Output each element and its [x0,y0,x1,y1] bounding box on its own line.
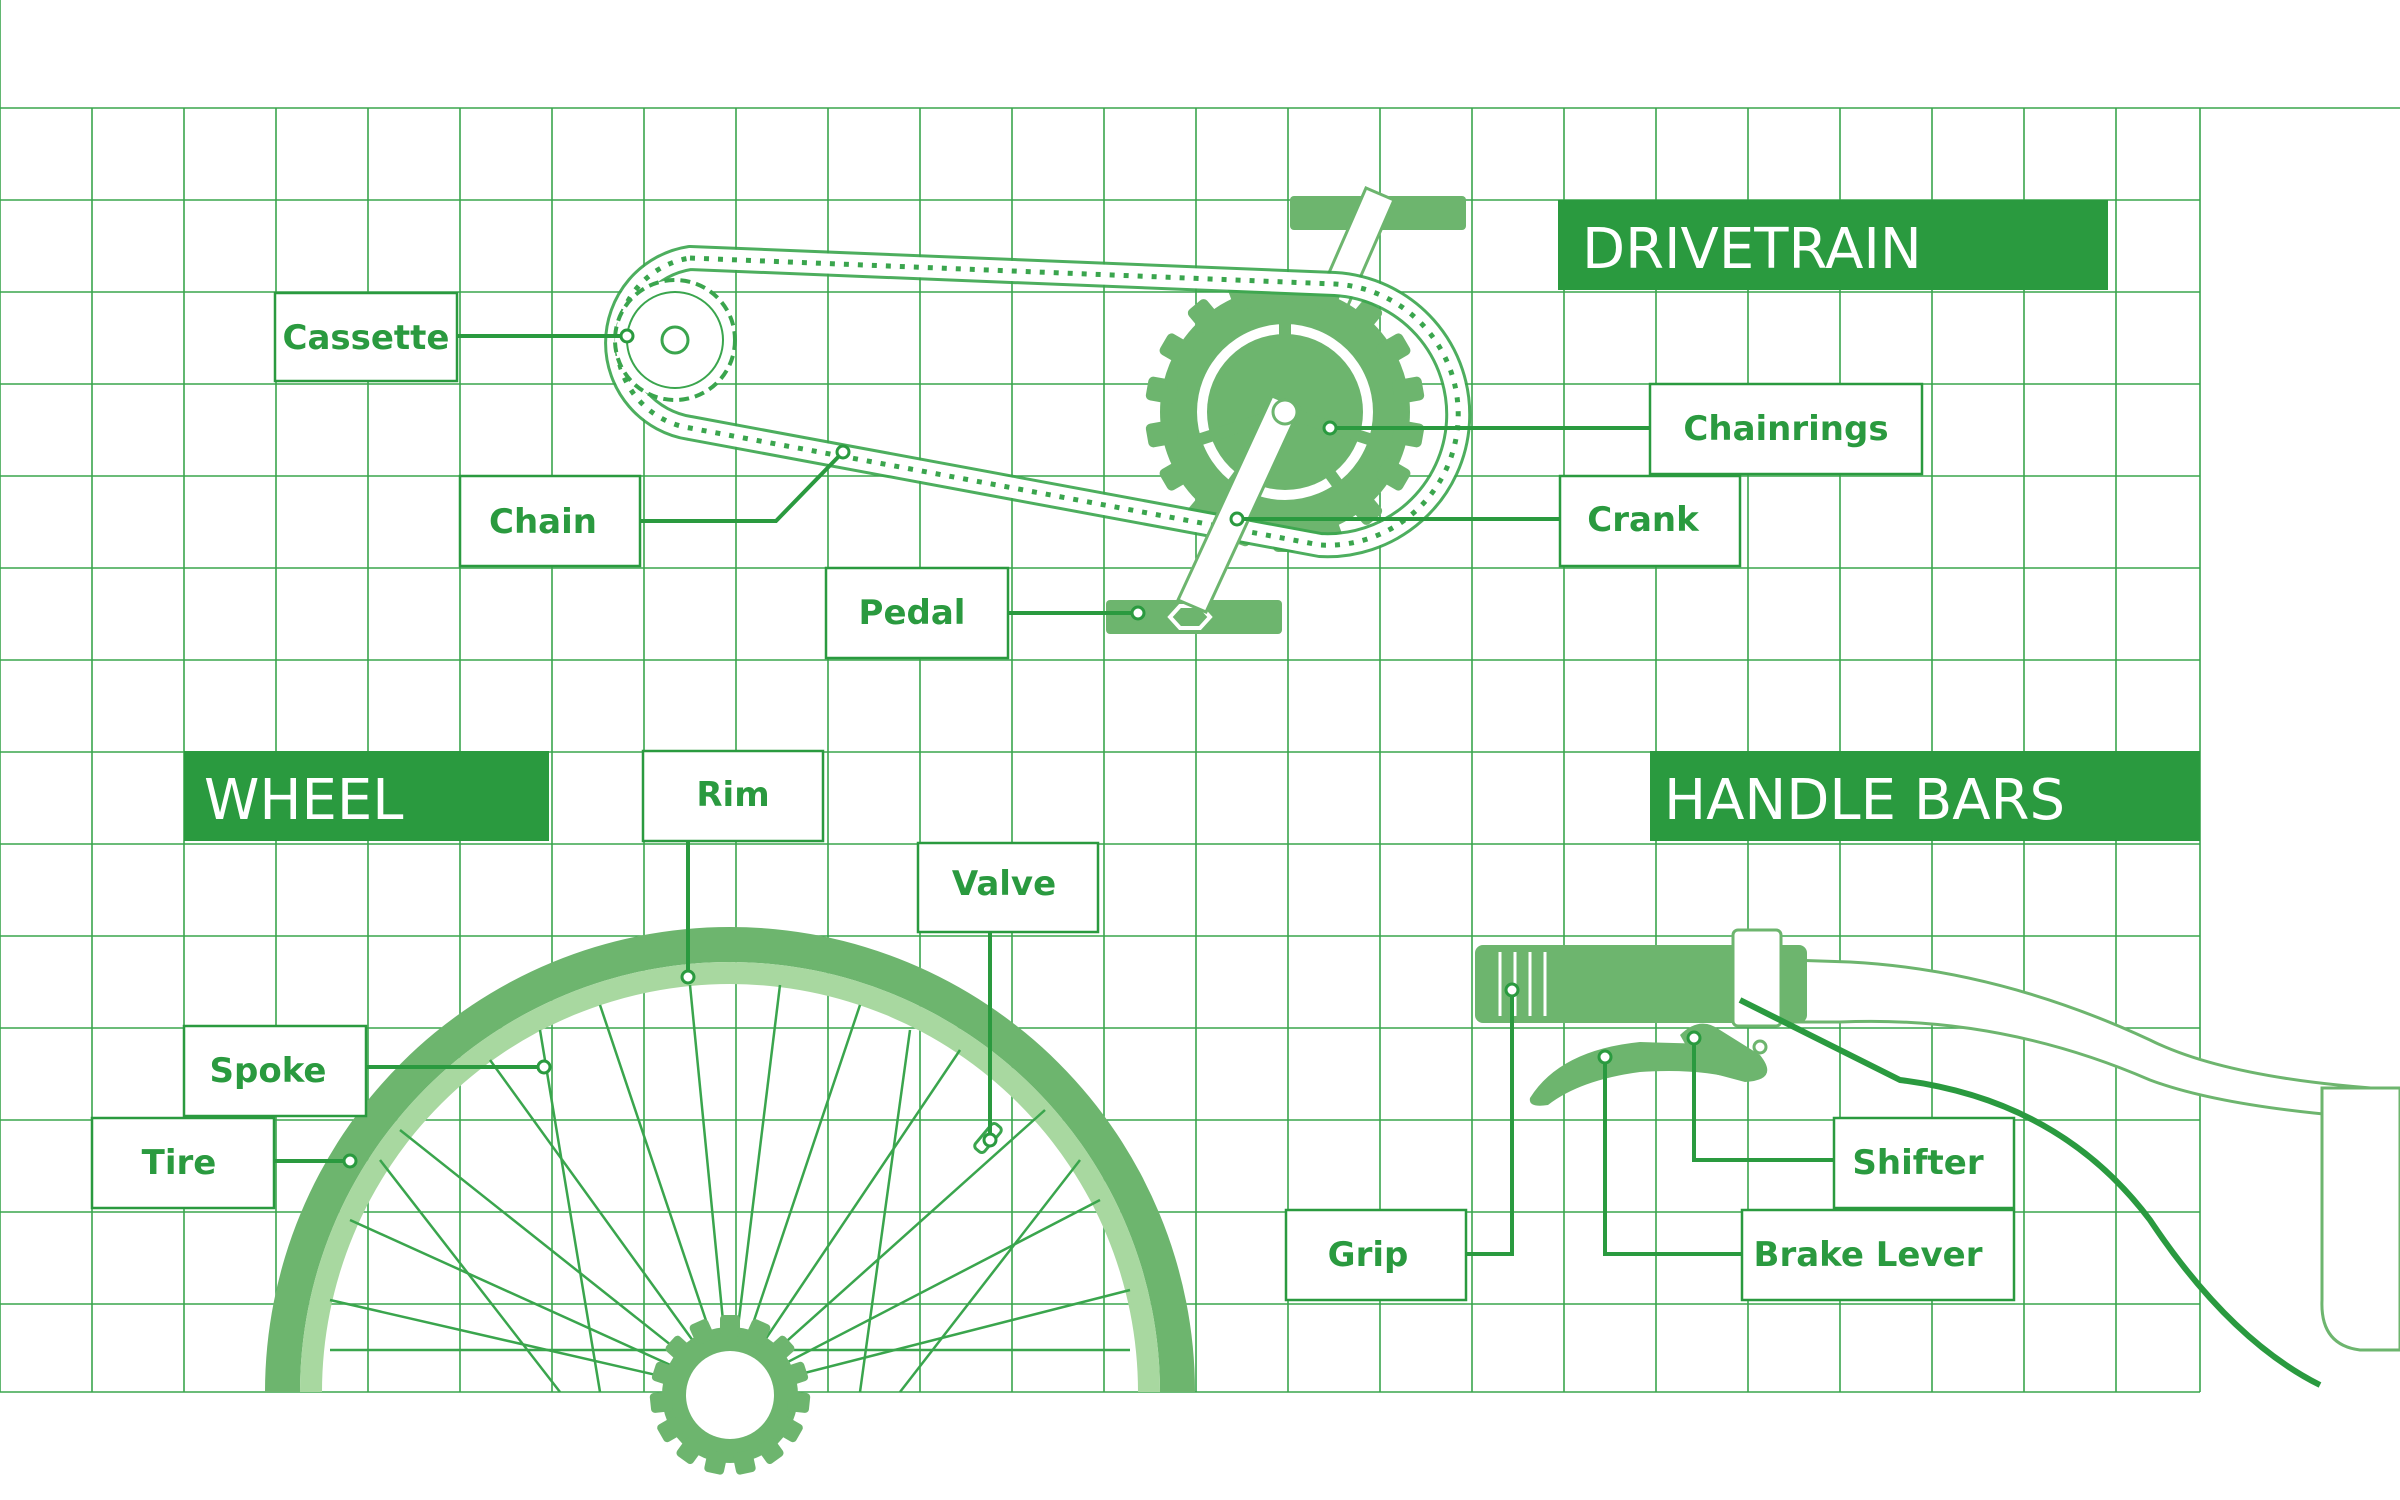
crank-label: Crank [1587,500,1700,540]
hub [649,1315,811,1475]
spoke-label: Spoke [210,1051,327,1091]
shifter [1680,1023,1768,1082]
spoke-callout: Spoke [182,1024,552,1118]
valve-label: Valve [952,864,1056,904]
pedal-bottom [1106,600,1282,634]
handle-bars-section: HANDLE BARS Grip [1284,751,2400,1388]
wheel-section: WHEEL [90,749,1195,1475]
chainrings-label: Chainrings [1683,409,1888,449]
pedal-label: Pedal [859,593,966,633]
wheel-title: WHEEL [204,768,403,833]
handle-bars-title-box [1650,751,2200,841]
tire-label: Tire [142,1143,217,1183]
tire-callout: Tire [90,1116,358,1210]
handlebar-tube [1788,958,2400,1122]
shifter-label: Shifter [1852,1143,1983,1183]
handlebar-stem [2320,1086,2400,1352]
grip-label: Grip [1328,1235,1409,1275]
valve-callout: Valve [916,841,1100,1148]
crank-callout: Crank [1229,474,1742,568]
drivetrain-title-box [1558,200,2108,290]
cassette [613,278,737,402]
brake-lever-callout: Brake Lever [1597,1049,2016,1302]
drivetrain-section: DRIVETRAIN [273,186,2108,660]
chain-callout: Chain [458,444,851,568]
cassette-callout: Cassette [273,291,635,383]
shifter-callout: Shifter [1686,1030,2016,1210]
grip-callout: Grip [1284,982,1520,1302]
handle-bars-title: HANDLE BARS [1664,768,2065,833]
chainrings-callout: Chainrings [1322,382,1924,476]
cassette-label: Cassette [283,318,450,358]
wheel-title-box [184,751,549,841]
brake-cable [1738,997,2322,1388]
chain-label: Chain [489,502,597,542]
drivetrain-title: DRIVETRAIN [1582,217,1922,282]
rim-callout: Rim [641,749,825,985]
brake-lever-label: Brake Lever [1754,1235,1983,1275]
pedal-callout: Pedal [824,566,1146,660]
rim-label: Rim [696,775,769,815]
crank-bolt [1271,398,1299,426]
